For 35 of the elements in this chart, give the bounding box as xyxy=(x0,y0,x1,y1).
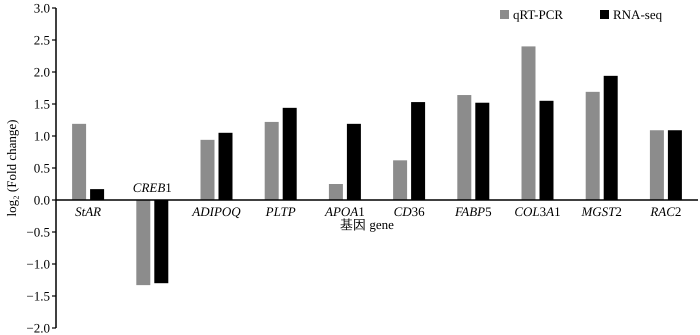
x-tick-label: COL3A1 xyxy=(514,204,561,219)
x-tick-label: CD36 xyxy=(394,204,426,219)
y-tick-label: 1.5 xyxy=(34,96,50,112)
y-tick-label: −1.0 xyxy=(26,256,50,272)
y-tick-label: 1.0 xyxy=(34,128,50,144)
bar xyxy=(457,95,472,200)
bar xyxy=(136,200,150,286)
x-tick-label: CREB1 xyxy=(132,180,172,195)
x-tick-label: MGST2 xyxy=(580,204,622,219)
x-tick-label: APOA1 xyxy=(324,204,365,219)
y-tick-label: −0.5 xyxy=(26,224,50,240)
bar xyxy=(328,184,343,200)
bar xyxy=(586,92,600,200)
y-tick-label: 0.0 xyxy=(34,192,50,208)
x-tick-label: RAC2 xyxy=(649,204,682,219)
legend-label: RNA-seq xyxy=(613,7,663,22)
bar xyxy=(522,46,536,200)
bar xyxy=(200,140,214,200)
bar xyxy=(264,122,279,200)
x-axis-title: 基因 gene xyxy=(340,216,394,232)
y-tick-label: 3.0 xyxy=(34,0,50,16)
x-tick-label: FABP5 xyxy=(454,204,492,219)
y-tick-label: −2.0 xyxy=(26,320,50,335)
x-tick-label: ADIPOQ xyxy=(191,204,242,219)
y-axis-title: log₂ (Fold change) xyxy=(4,120,19,216)
y-tick-label: −1.5 xyxy=(26,288,50,304)
x-tick-label: StAR xyxy=(75,204,102,219)
y-tick-label: 2.5 xyxy=(34,32,50,48)
y-tick-label: 2.0 xyxy=(34,64,50,80)
bar xyxy=(650,130,664,200)
x-tick-label: PLTP xyxy=(264,204,296,219)
y-tick-label: 0.5 xyxy=(34,160,50,176)
bar xyxy=(393,160,408,200)
legend-label: qRT-PCR xyxy=(513,7,564,22)
bar xyxy=(72,124,86,200)
